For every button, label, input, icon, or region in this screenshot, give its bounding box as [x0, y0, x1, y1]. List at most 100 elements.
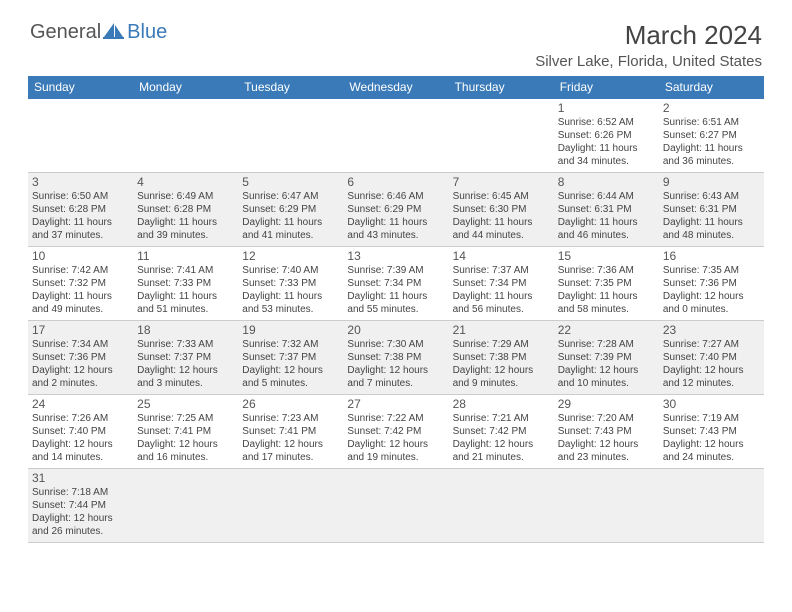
calendar-day-cell: 1Sunrise: 6:52 AMSunset: 6:26 PMDaylight… [554, 99, 659, 173]
day-number: 7 [453, 175, 550, 189]
day-info-line: Sunrise: 7:19 AM [663, 412, 760, 425]
calendar-empty-cell [343, 469, 448, 543]
day-number: 24 [32, 397, 129, 411]
day-info-line: Sunrise: 7:23 AM [242, 412, 339, 425]
day-number: 2 [663, 101, 760, 115]
day-info-line: Sunset: 6:30 PM [453, 203, 550, 216]
day-info-line: Sunrise: 6:47 AM [242, 190, 339, 203]
day-info-line: Sunrise: 6:49 AM [137, 190, 234, 203]
day-info-line: Sunset: 7:39 PM [558, 351, 655, 364]
day-info-line: Sunrise: 6:46 AM [347, 190, 444, 203]
day-info-line: Sunrise: 6:45 AM [453, 190, 550, 203]
header: General Blue March 2024 Silver Lake, Flo… [0, 0, 792, 76]
calendar-day-cell: 13Sunrise: 7:39 AMSunset: 7:34 PMDayligh… [343, 247, 448, 321]
calendar-day-cell: 3Sunrise: 6:50 AMSunset: 6:28 PMDaylight… [28, 173, 133, 247]
day-info-line: Sunset: 7:40 PM [663, 351, 760, 364]
calendar-empty-cell [449, 99, 554, 173]
day-info-line: Daylight: 12 hours [453, 438, 550, 451]
day-header: Thursday [449, 76, 554, 99]
day-info-line: Sunset: 7:40 PM [32, 425, 129, 438]
calendar-day-cell: 26Sunrise: 7:23 AMSunset: 7:41 PMDayligh… [238, 395, 343, 469]
day-info-line: Daylight: 11 hours [137, 290, 234, 303]
calendar-empty-cell [659, 469, 764, 543]
day-info-line: Sunrise: 7:37 AM [453, 264, 550, 277]
day-info-line: Daylight: 11 hours [242, 216, 339, 229]
day-info-line: Sunset: 6:29 PM [347, 203, 444, 216]
day-header: Wednesday [343, 76, 448, 99]
day-info-line: and 14 minutes. [32, 451, 129, 464]
day-info-line: Sunset: 7:34 PM [453, 277, 550, 290]
day-number: 29 [558, 397, 655, 411]
day-info-line: Sunset: 7:34 PM [347, 277, 444, 290]
day-number: 5 [242, 175, 339, 189]
day-info-line: Daylight: 12 hours [663, 364, 760, 377]
calendar-day-cell: 27Sunrise: 7:22 AMSunset: 7:42 PMDayligh… [343, 395, 448, 469]
day-number: 28 [453, 397, 550, 411]
day-info-line: and 2 minutes. [32, 377, 129, 390]
day-info-line: Daylight: 11 hours [347, 290, 444, 303]
page-title: March 2024 [535, 20, 762, 51]
day-number: 11 [137, 249, 234, 263]
day-info-line: Sunrise: 7:27 AM [663, 338, 760, 351]
day-info-line: Daylight: 11 hours [242, 290, 339, 303]
day-number: 14 [453, 249, 550, 263]
day-info-line: Sunrise: 7:36 AM [558, 264, 655, 277]
day-number: 22 [558, 323, 655, 337]
day-info-line: Daylight: 11 hours [453, 290, 550, 303]
day-info-line: and 41 minutes. [242, 229, 339, 242]
calendar-day-cell: 31Sunrise: 7:18 AMSunset: 7:44 PMDayligh… [28, 469, 133, 543]
day-info-line: Daylight: 11 hours [137, 216, 234, 229]
day-info-line: Daylight: 12 hours [242, 364, 339, 377]
day-info-line: Sunset: 7:41 PM [137, 425, 234, 438]
day-info-line: and 36 minutes. [663, 155, 760, 168]
day-info-line: Sunrise: 7:18 AM [32, 486, 129, 499]
calendar-table: SundayMondayTuesdayWednesdayThursdayFrid… [28, 76, 764, 543]
day-info-line: and 44 minutes. [453, 229, 550, 242]
day-info-line: Sunset: 7:33 PM [242, 277, 339, 290]
day-info-line: and 19 minutes. [347, 451, 444, 464]
day-info-line: Sunrise: 6:43 AM [663, 190, 760, 203]
calendar-day-cell: 17Sunrise: 7:34 AMSunset: 7:36 PMDayligh… [28, 321, 133, 395]
day-info-line: Sunset: 7:36 PM [32, 351, 129, 364]
day-number: 25 [137, 397, 234, 411]
day-header: Saturday [659, 76, 764, 99]
day-number: 23 [663, 323, 760, 337]
day-info-line: Daylight: 12 hours [558, 438, 655, 451]
day-info-line: Sunset: 7:37 PM [137, 351, 234, 364]
day-info-line: and 7 minutes. [347, 377, 444, 390]
day-info-line: and 12 minutes. [663, 377, 760, 390]
calendar-day-cell: 7Sunrise: 6:45 AMSunset: 6:30 PMDaylight… [449, 173, 554, 247]
day-info-line: and 17 minutes. [242, 451, 339, 464]
day-info-line: Sunrise: 6:52 AM [558, 116, 655, 129]
day-info-line: Sunrise: 7:39 AM [347, 264, 444, 277]
day-info-line: Sunset: 6:31 PM [558, 203, 655, 216]
day-info-line: Sunrise: 6:44 AM [558, 190, 655, 203]
day-info-line: and 51 minutes. [137, 303, 234, 316]
day-info-line: and 9 minutes. [453, 377, 550, 390]
calendar-empty-cell [238, 469, 343, 543]
day-info-line: and 55 minutes. [347, 303, 444, 316]
calendar-day-cell: 2Sunrise: 6:51 AMSunset: 6:27 PMDaylight… [659, 99, 764, 173]
calendar-day-cell: 28Sunrise: 7:21 AMSunset: 7:42 PMDayligh… [449, 395, 554, 469]
day-info-line: Sunrise: 7:21 AM [453, 412, 550, 425]
calendar-day-cell: 16Sunrise: 7:35 AMSunset: 7:36 PMDayligh… [659, 247, 764, 321]
calendar-empty-cell [343, 99, 448, 173]
calendar-day-cell: 5Sunrise: 6:47 AMSunset: 6:29 PMDaylight… [238, 173, 343, 247]
calendar-empty-cell [133, 99, 238, 173]
day-info-line: and 49 minutes. [32, 303, 129, 316]
day-number: 6 [347, 175, 444, 189]
day-info-line: Daylight: 12 hours [32, 512, 129, 525]
calendar-week-row: 3Sunrise: 6:50 AMSunset: 6:28 PMDaylight… [28, 173, 764, 247]
day-info-line: Sunrise: 7:30 AM [347, 338, 444, 351]
day-info-line: and 5 minutes. [242, 377, 339, 390]
day-info-line: Sunrise: 7:35 AM [663, 264, 760, 277]
location-text: Silver Lake, Florida, United States [535, 53, 762, 70]
day-number: 9 [663, 175, 760, 189]
day-number: 16 [663, 249, 760, 263]
calendar-week-row: 31Sunrise: 7:18 AMSunset: 7:44 PMDayligh… [28, 469, 764, 543]
day-info-line: Sunset: 7:37 PM [242, 351, 339, 364]
calendar-header-row: SundayMondayTuesdayWednesdayThursdayFrid… [28, 76, 764, 99]
day-info-line: Daylight: 12 hours [453, 364, 550, 377]
day-number: 1 [558, 101, 655, 115]
day-info-line: Daylight: 11 hours [32, 290, 129, 303]
